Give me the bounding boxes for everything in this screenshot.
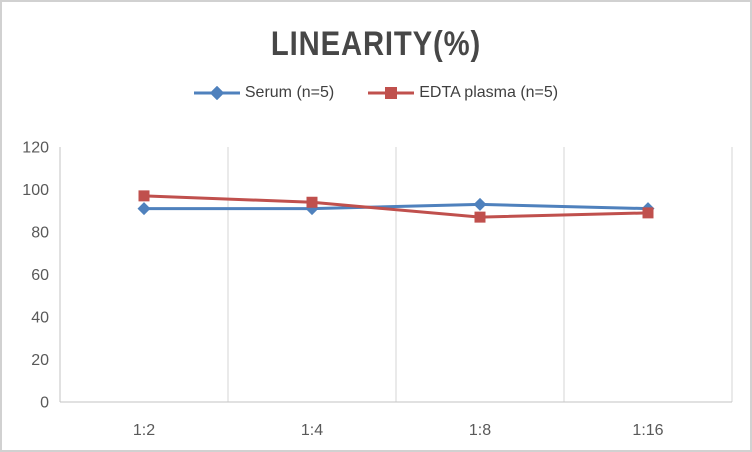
series-line-square: [143, 194, 649, 219]
chart-legend: Serum (n=5) EDTA plasma (n=5): [2, 84, 750, 102]
y-tick-label: 60: [31, 267, 49, 284]
data-point-square: [642, 207, 654, 219]
y-tick-label: 80: [31, 225, 49, 242]
legend-label-serum: Serum (n=5): [244, 84, 335, 101]
data-point-diamond: [473, 197, 487, 211]
y-tick-label: 20: [31, 352, 49, 369]
data-point-square: [138, 190, 150, 202]
serum-line-diamond-icon: [193, 86, 240, 100]
y-tick-label: 0: [40, 395, 49, 412]
edta-plasma-line-square-icon: [368, 87, 415, 99]
y-tick-label: 100: [22, 182, 49, 199]
x-tick-label: 1:4: [301, 422, 323, 439]
x-tick-label: 1:16: [632, 422, 663, 439]
legend-item-edta-plasma: EDTA plasma (n=5): [368, 84, 558, 102]
series-line-diamond: [144, 202, 649, 211]
data-point-square: [474, 211, 486, 223]
data-point-diamond: [137, 202, 151, 216]
y-tick-label: 40: [31, 310, 49, 327]
y-tick-label: 120: [22, 140, 49, 157]
chart-title: LINEARITY(%): [270, 25, 482, 63]
x-tick-label: 1:8: [469, 422, 491, 439]
legend-label-edta-plasma: EDTA plasma (n=5): [419, 84, 559, 101]
x-tick-label: 1:2: [133, 422, 155, 439]
data-point-square: [306, 196, 318, 208]
legend-item-serum: Serum (n=5): [193, 84, 335, 102]
